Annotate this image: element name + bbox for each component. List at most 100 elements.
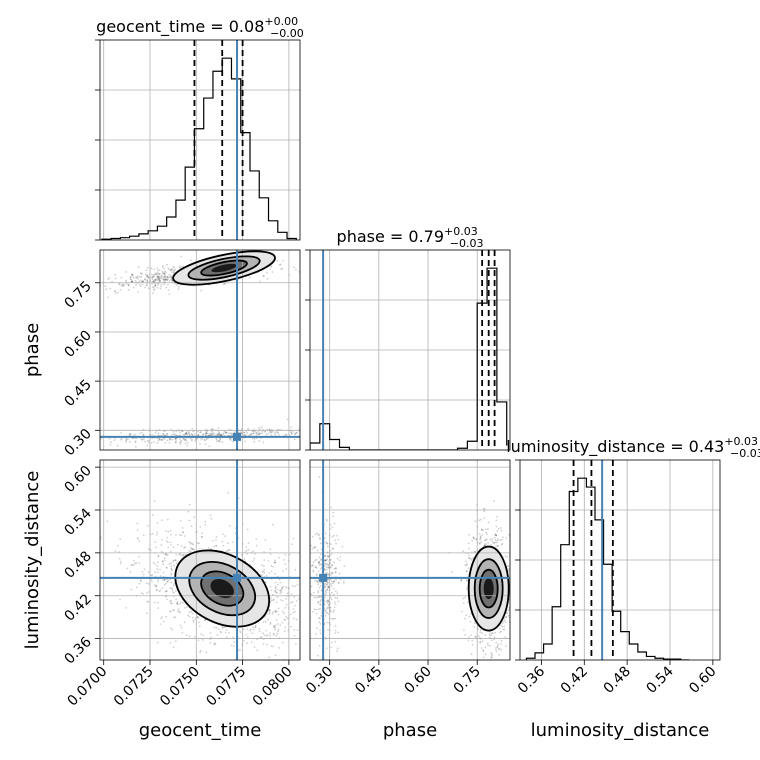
sample-point [170, 573, 173, 576]
sample-point [155, 278, 158, 280]
x-axis-label-geocent_time: geocent_time [139, 720, 262, 741]
sample-point [160, 538, 163, 541]
sample-point [129, 276, 132, 278]
sample-point [165, 590, 168, 592]
sample-point [147, 287, 150, 290]
sample-point [252, 626, 254, 629]
sample-point [191, 548, 194, 551]
sample-point [315, 596, 318, 599]
sample-point [186, 434, 189, 436]
sample-point [464, 633, 466, 636]
sample-point [320, 558, 323, 561]
sample-point [213, 545, 215, 548]
sample-point [182, 437, 185, 440]
sample-point [483, 510, 486, 513]
sample-point [147, 571, 150, 573]
sample-point [311, 565, 313, 568]
sample-point [258, 630, 261, 633]
sample-point [132, 286, 135, 289]
contour-line [467, 545, 510, 632]
sample-point [493, 542, 496, 545]
sample-point [163, 557, 166, 559]
sample-point [263, 275, 265, 277]
sample-point [274, 624, 277, 626]
sample-point [277, 583, 279, 586]
sample-point [176, 603, 179, 605]
sample-point [115, 292, 118, 295]
sample-point [175, 598, 178, 601]
sample-point [165, 278, 167, 281]
sample-point [327, 586, 330, 589]
sample-point [142, 434, 145, 436]
sample-point [319, 617, 321, 620]
sample-point [224, 626, 227, 629]
sample-point [119, 288, 122, 291]
sample-point [91, 282, 93, 284]
sample-point [470, 634, 473, 636]
y-axis-label-luminosity_distance: luminosity_distance [22, 471, 43, 650]
sample-point [100, 437, 103, 440]
panel-frame-phase-luminosity_distance [309, 459, 511, 661]
sample-point [154, 278, 157, 281]
sample-point [488, 634, 491, 637]
sample-point [313, 547, 316, 549]
sample-point [217, 439, 220, 442]
sample-point [316, 627, 318, 630]
sample-point [168, 293, 171, 296]
sample-point [253, 557, 256, 560]
sample-point [290, 426, 293, 428]
sample-point [337, 581, 340, 584]
sample-point [209, 641, 212, 644]
sample-point [181, 527, 184, 529]
sample-point [192, 430, 195, 433]
sample-point [293, 266, 296, 269]
sample-point [141, 570, 144, 573]
sample-point [482, 656, 485, 659]
sample-point [271, 593, 274, 596]
sample-point [474, 520, 477, 522]
sample-point [338, 559, 341, 562]
sample-point [325, 563, 327, 565]
sample-point [409, 419, 411, 421]
sample-point [267, 560, 270, 562]
sample-point [333, 580, 335, 583]
sample-point [327, 585, 329, 588]
sample-point [127, 288, 130, 291]
sample-point [275, 601, 278, 604]
sample-point [332, 547, 334, 550]
sample-point [512, 625, 514, 627]
sample-point [270, 589, 273, 592]
sample-point [468, 533, 470, 536]
sample-point [162, 278, 165, 280]
sample-point [272, 633, 275, 636]
sample-point [282, 641, 284, 644]
sample-point [191, 548, 194, 550]
sample-point [494, 533, 497, 535]
sample-point [507, 615, 510, 617]
sample-point [160, 439, 163, 441]
sample-point [329, 609, 332, 612]
sample-point [491, 632, 494, 635]
sample-point [266, 272, 268, 274]
sample-point [210, 517, 213, 520]
sample-point [146, 279, 149, 282]
sample-point [215, 544, 218, 547]
sample-point [167, 283, 169, 286]
sample-point [128, 434, 131, 437]
sample-point [130, 588, 133, 591]
sample-point [315, 574, 318, 577]
sample-point [150, 574, 152, 577]
sample-point [167, 277, 170, 280]
sample-point [451, 571, 453, 574]
sample-point [141, 273, 143, 275]
sample-point [273, 598, 275, 601]
sample-point [153, 279, 156, 282]
sample-point [159, 279, 162, 282]
sample-point [324, 582, 327, 585]
sample-point [263, 572, 266, 574]
sample-point [128, 284, 130, 287]
sample-point [486, 642, 489, 645]
sample-point [177, 288, 180, 290]
sample-point [275, 430, 278, 433]
sample-point [246, 636, 249, 638]
